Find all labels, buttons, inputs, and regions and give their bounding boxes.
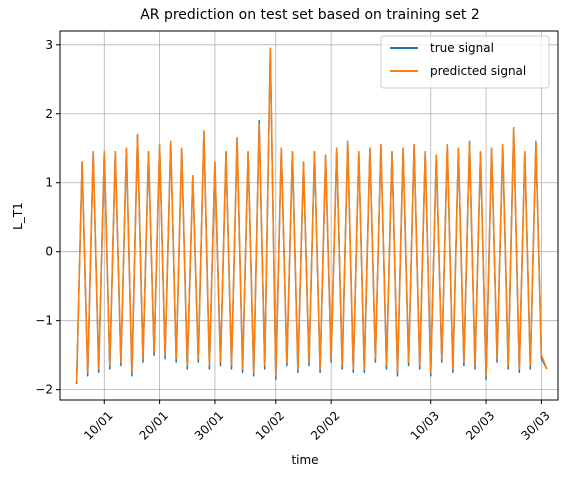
- y-tick-label: −1: [35, 314, 53, 328]
- y-tick-label: 3: [45, 38, 53, 52]
- y-tick-label: 2: [45, 107, 53, 121]
- legend: true signal predicted signal: [380, 35, 550, 89]
- x-axis-label: time: [291, 453, 318, 467]
- legend-label-true-signal: true signal: [430, 41, 494, 55]
- legend-box: [380, 35, 550, 89]
- series-line-predicted-signal: [75, 47, 548, 383]
- y-tick-label: 0: [45, 245, 53, 259]
- plot-area-frame: [59, 30, 559, 401]
- y-tick-label: −2: [35, 383, 53, 397]
- series-lines: [75, 47, 548, 385]
- chart-title: AR prediction on test set based on train…: [140, 7, 480, 23]
- y-tick-label: 1: [45, 176, 53, 190]
- legend-label-predicted-signal: predicted signal: [430, 64, 526, 78]
- y-axis-label: L_T1: [11, 202, 25, 230]
